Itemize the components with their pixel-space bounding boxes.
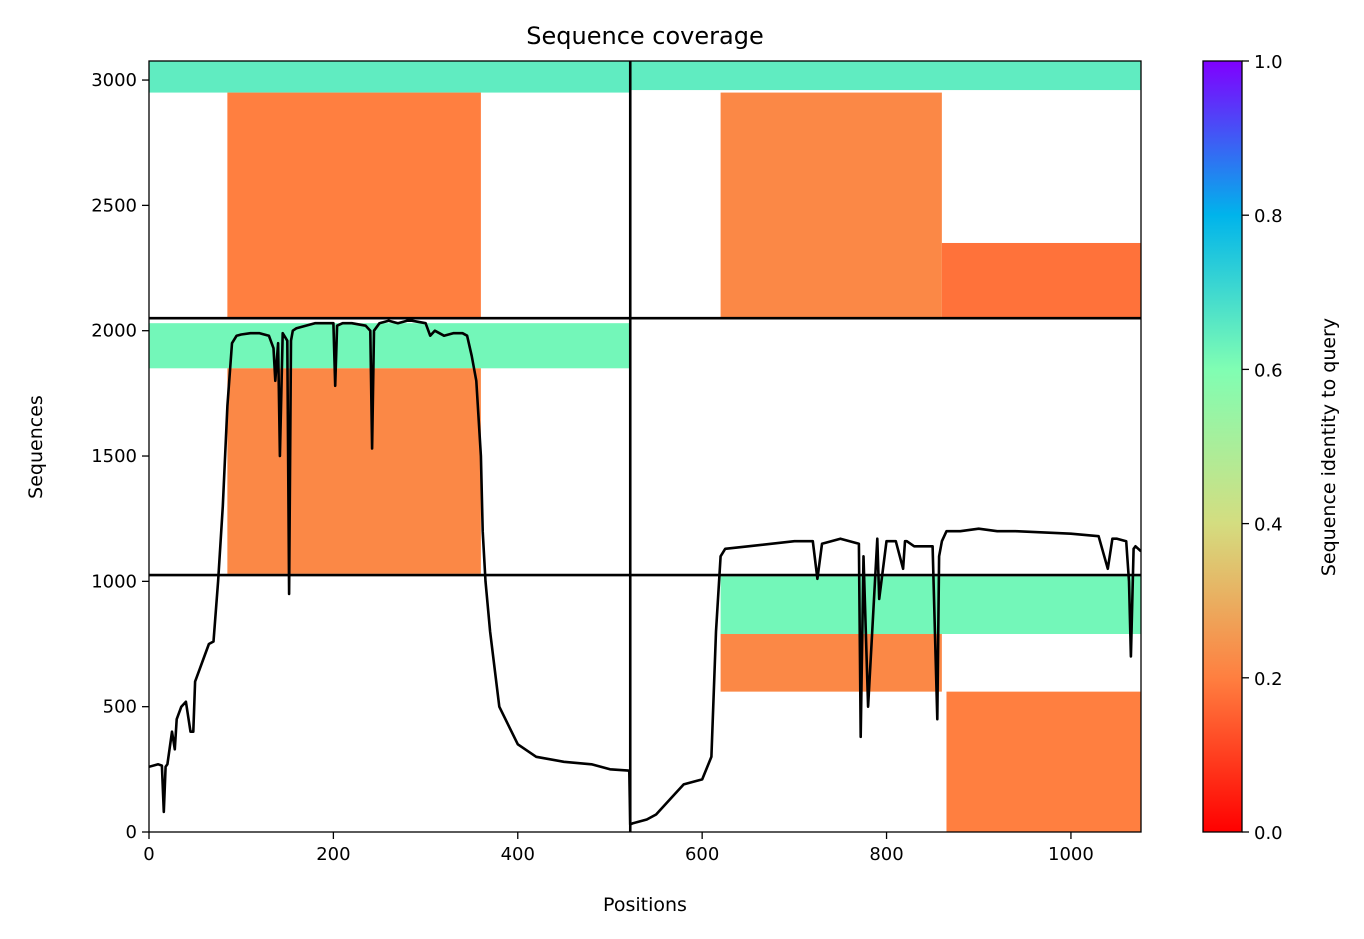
x-axis-ticks: 0 200 400 600 800 1000 (143, 832, 1094, 865)
colorbar-tick-label: 0.6 (1254, 360, 1283, 381)
colorbar-ticks: 0.0 0.2 0.4 0.6 0.8 1.0 (1242, 52, 1283, 844)
coverage-block-block-1-core (227, 92, 481, 319)
colorbar-tick-label: 1.0 (1254, 52, 1283, 73)
colorbar-tick-label: 0.4 (1254, 515, 1283, 536)
coverage-block-block-1-top (149, 61, 631, 93)
plot-area (149, 61, 1141, 832)
y-tick-label: 500 (103, 697, 137, 718)
coverage-blocks (149, 61, 1141, 832)
chain-boundaries (149, 61, 1141, 832)
y-tick-label: 1000 (91, 571, 137, 592)
y-tick-label: 1500 (91, 446, 137, 467)
x-tick-label: 200 (316, 844, 350, 865)
colorbar-gradient (1202, 60, 1243, 833)
x-tick-label: 400 (501, 844, 535, 865)
y-axis-label: Sequences (25, 395, 47, 499)
coverage-block-block-4-top (720, 576, 1141, 634)
y-tick-label: 2500 (91, 195, 137, 216)
chart-title: Sequence coverage (526, 22, 763, 50)
coverage-block-block-4-tail (946, 691, 1141, 832)
coverage-block-block-4-mid (720, 633, 942, 692)
plot-frame (148, 60, 1142, 833)
coverage-block-block-3-core (227, 368, 481, 574)
x-tick-label: 1000 (1048, 844, 1094, 865)
colorbar-tick-label: 0.0 (1254, 823, 1283, 844)
y-tick-label: 2000 (91, 321, 137, 342)
colorbar: 0.0 0.2 0.4 0.6 0.8 1.0 Sequence identity to … (1202, 52, 1340, 844)
coverage-line (149, 319, 1141, 826)
x-tick-label: 0 (143, 844, 154, 865)
y-tick-label: 0 (126, 822, 137, 843)
y-tick-label: 3000 (91, 70, 137, 91)
coverage-block-block-2-core (720, 92, 942, 319)
y-axis-ticks: 0 500 1000 1500 2000 2500 3000 (91, 70, 149, 843)
x-tick-label: 600 (685, 844, 719, 865)
coverage-block-block-2-tail (941, 242, 1141, 319)
coverage-block-block-2-top (630, 61, 1141, 91)
x-tick-label: 800 (869, 844, 903, 865)
coverage-block-block-3-top (149, 323, 631, 369)
colorbar-tick-label: 0.2 (1254, 669, 1283, 690)
x-axis-label: Positions (603, 894, 687, 916)
colorbar-tick-label: 0.8 (1254, 206, 1283, 227)
colorbar-label: Sequence identity to query (1318, 318, 1340, 576)
